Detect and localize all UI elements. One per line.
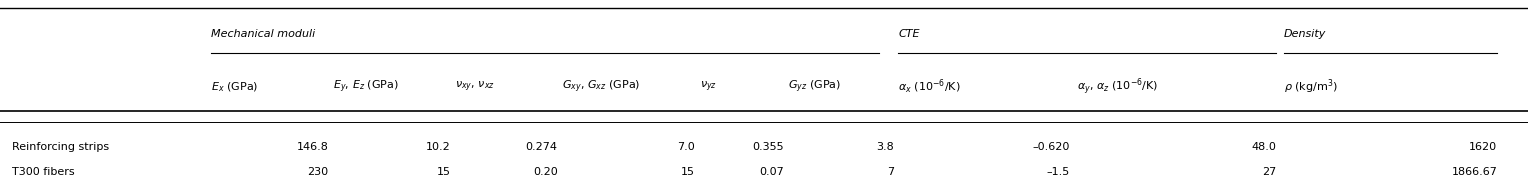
- Text: 0.20: 0.20: [533, 167, 558, 177]
- Text: CTE: CTE: [898, 29, 920, 39]
- Text: Reinforcing strips: Reinforcing strips: [12, 143, 110, 152]
- Text: 1866.67: 1866.67: [1452, 167, 1497, 177]
- Text: 27: 27: [1262, 167, 1276, 177]
- Text: 48.0: 48.0: [1251, 143, 1276, 152]
- Text: $\alpha_x$ (10$^{-6}$/K): $\alpha_x$ (10$^{-6}$/K): [898, 78, 961, 96]
- Text: 0.355: 0.355: [752, 143, 784, 152]
- Text: 10.2: 10.2: [426, 143, 451, 152]
- Text: 1620: 1620: [1470, 143, 1497, 152]
- Text: $\rho$ (kg/m$^3$): $\rho$ (kg/m$^3$): [1284, 78, 1337, 96]
- Text: Density: Density: [1284, 29, 1326, 39]
- Text: 15: 15: [437, 167, 451, 177]
- Text: $\nu_{xy}$, $\nu_{xz}$: $\nu_{xy}$, $\nu_{xz}$: [455, 80, 495, 94]
- Text: $E_x$ (GPa): $E_x$ (GPa): [211, 80, 258, 94]
- Text: $E_y$, $E_z$ (GPa): $E_y$, $E_z$ (GPa): [333, 79, 399, 95]
- Text: $\alpha_y$, $\alpha_z$ (10$^{-6}$/K): $\alpha_y$, $\alpha_z$ (10$^{-6}$/K): [1077, 76, 1158, 98]
- Text: $G_{xy}$, $G_{xz}$ (GPa): $G_{xy}$, $G_{xz}$ (GPa): [562, 79, 640, 95]
- Text: $G_{yz}$ (GPa): $G_{yz}$ (GPa): [788, 79, 842, 95]
- Text: 7: 7: [886, 167, 894, 177]
- Text: 7.0: 7.0: [677, 143, 695, 152]
- Text: T300 fibers: T300 fibers: [12, 167, 75, 177]
- Text: –1.5: –1.5: [1047, 167, 1070, 177]
- Text: 146.8: 146.8: [296, 143, 329, 152]
- Text: 0.274: 0.274: [526, 143, 558, 152]
- Text: –0.620: –0.620: [1033, 143, 1070, 152]
- Text: $\nu_{yz}$: $\nu_{yz}$: [700, 80, 717, 94]
- Text: 3.8: 3.8: [876, 143, 894, 152]
- Text: Mechanical moduli: Mechanical moduli: [211, 29, 315, 39]
- Text: 15: 15: [681, 167, 695, 177]
- Text: 230: 230: [307, 167, 329, 177]
- Text: 0.07: 0.07: [759, 167, 784, 177]
